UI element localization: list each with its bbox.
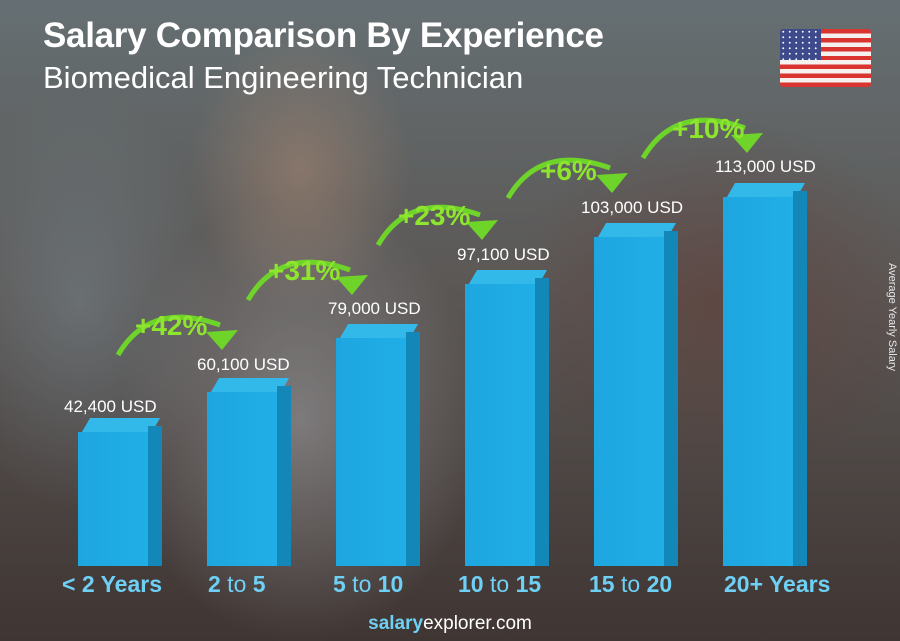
value-label: 113,000 USD	[715, 157, 816, 176]
increase-label: +6%	[540, 155, 597, 186]
value-label: 42,400 USD	[64, 397, 157, 416]
value-label: 79,000 USD	[328, 299, 421, 318]
category-label: 10 to 15	[458, 571, 542, 597]
increase-arrow-icon	[375, 204, 498, 247]
increase-label: +31%	[268, 255, 341, 286]
increase-arrow-icon	[115, 314, 238, 357]
increase-label: +42%	[135, 310, 208, 341]
category-label: < 2 Years	[62, 571, 162, 597]
bar-10to15	[465, 270, 549, 566]
category-label: 20+ Years	[724, 571, 831, 597]
value-label: 97,100 USD	[457, 245, 550, 264]
bar-2to5	[207, 378, 291, 566]
site-footer-link[interactable]: salaryexplorer.com	[368, 613, 532, 634]
bar-5to10	[336, 324, 420, 566]
increase-label: +10%	[672, 113, 745, 144]
bar-15to20	[594, 223, 678, 566]
category-label: 5 to 10	[333, 571, 404, 597]
category-label: 2 to 5	[208, 571, 266, 597]
y-axis-label: Average Yearly Salary	[886, 262, 898, 372]
increase-arrow-icon	[245, 259, 368, 302]
bar-20plus	[723, 183, 807, 566]
value-label: 103,000 USD	[581, 198, 684, 217]
category-label: 15 to 20	[589, 571, 673, 597]
increase-label: +23%	[398, 200, 471, 231]
increase-arrow-icon	[505, 157, 628, 200]
bar-lt2	[78, 418, 162, 566]
chart-subtitle: Biomedical Engineering Technician	[43, 60, 524, 95]
chart-title: Salary Comparison By Experience	[43, 16, 604, 55]
increase-arrow-icon	[640, 117, 763, 160]
value-label: 60,100 USD	[197, 355, 290, 374]
us-flag-icon	[780, 29, 871, 87]
